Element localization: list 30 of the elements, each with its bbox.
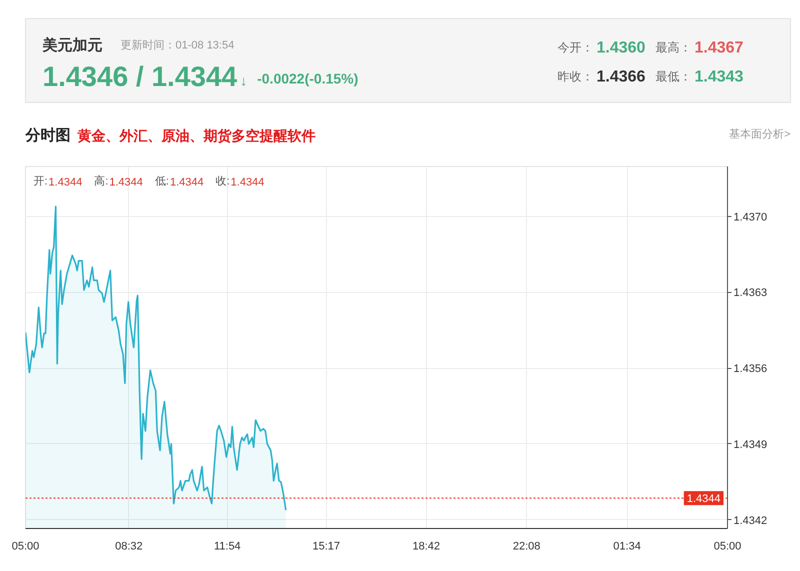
x-tick-label: 05:00	[714, 540, 742, 552]
annotation: 收:1.4344	[216, 176, 264, 188]
x-tick-label: 01:34	[613, 540, 641, 552]
y-tick-label: 1.4349	[734, 438, 768, 451]
text: 更新时间：01-08 13:54	[120, 38, 234, 52]
text: -0.0022(-0.15%)	[257, 70, 358, 86]
text: 最高：1.4367	[656, 40, 744, 56]
chart-subtitle: 黄金、外汇、原油、期货多空提醒软件	[76, 128, 316, 144]
x-tick-label: 15:17	[312, 540, 340, 552]
text: 昨收：1.4366	[558, 68, 646, 86]
x-tick-label: 18:42	[412, 540, 440, 552]
y-tick-label: 1.4356	[734, 363, 768, 376]
y-tick-label: 1.4363	[734, 287, 768, 300]
chart-title: 分时图	[24, 127, 70, 144]
annotation: 开:1.4344	[34, 176, 82, 188]
ref-line-label: 1.4344	[686, 493, 721, 506]
text: 今开：1.4360	[558, 40, 646, 56]
annotation: 低:1.4344	[154, 176, 204, 188]
x-tick-label: 05:00	[12, 540, 40, 552]
text: 1.4346 / 1.4344	[42, 61, 238, 92]
y-tick-label: 1.4342	[734, 514, 768, 527]
text: 美元加元	[42, 36, 102, 54]
x-tick-label: 08:32	[115, 540, 143, 552]
x-tick-label: 11:54	[214, 540, 241, 552]
y-tick-label: 1.4370	[734, 211, 768, 224]
x-tick-label: 22:08	[512, 540, 540, 552]
text: 基本面分析>	[729, 128, 791, 140]
annotation: 高:1.4344	[94, 174, 143, 188]
text: ↓	[240, 72, 248, 88]
text: 最低：1.4343	[656, 68, 744, 86]
